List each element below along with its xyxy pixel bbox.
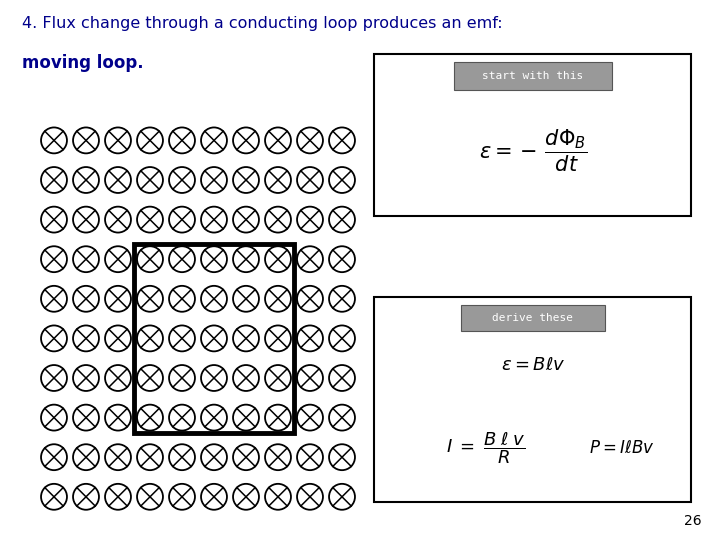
Bar xyxy=(374,297,691,502)
Text: 26: 26 xyxy=(685,514,702,528)
Text: derive these: derive these xyxy=(492,313,573,323)
Text: start with this: start with this xyxy=(482,71,583,81)
Text: $I\;=\;\dfrac{B\;\ell\;v}{R}$: $I\;=\;\dfrac{B\;\ell\;v}{R}$ xyxy=(446,430,525,466)
Bar xyxy=(135,244,294,433)
Text: $P = I\ell Bv$: $P = I\ell Bv$ xyxy=(589,439,654,457)
Bar xyxy=(461,305,605,331)
Text: moving loop.: moving loop. xyxy=(22,54,143,72)
Text: 4. Flux change through a conducting loop produces an emf:: 4. Flux change through a conducting loop… xyxy=(22,16,503,31)
Text: $\varepsilon = -\,\dfrac{d\Phi_B}{dt}$: $\varepsilon = -\,\dfrac{d\Phi_B}{dt}$ xyxy=(479,128,587,174)
Bar xyxy=(374,54,691,216)
Bar xyxy=(454,62,612,90)
Text: $\varepsilon = B\ell v$: $\varepsilon = B\ell v$ xyxy=(500,355,565,374)
